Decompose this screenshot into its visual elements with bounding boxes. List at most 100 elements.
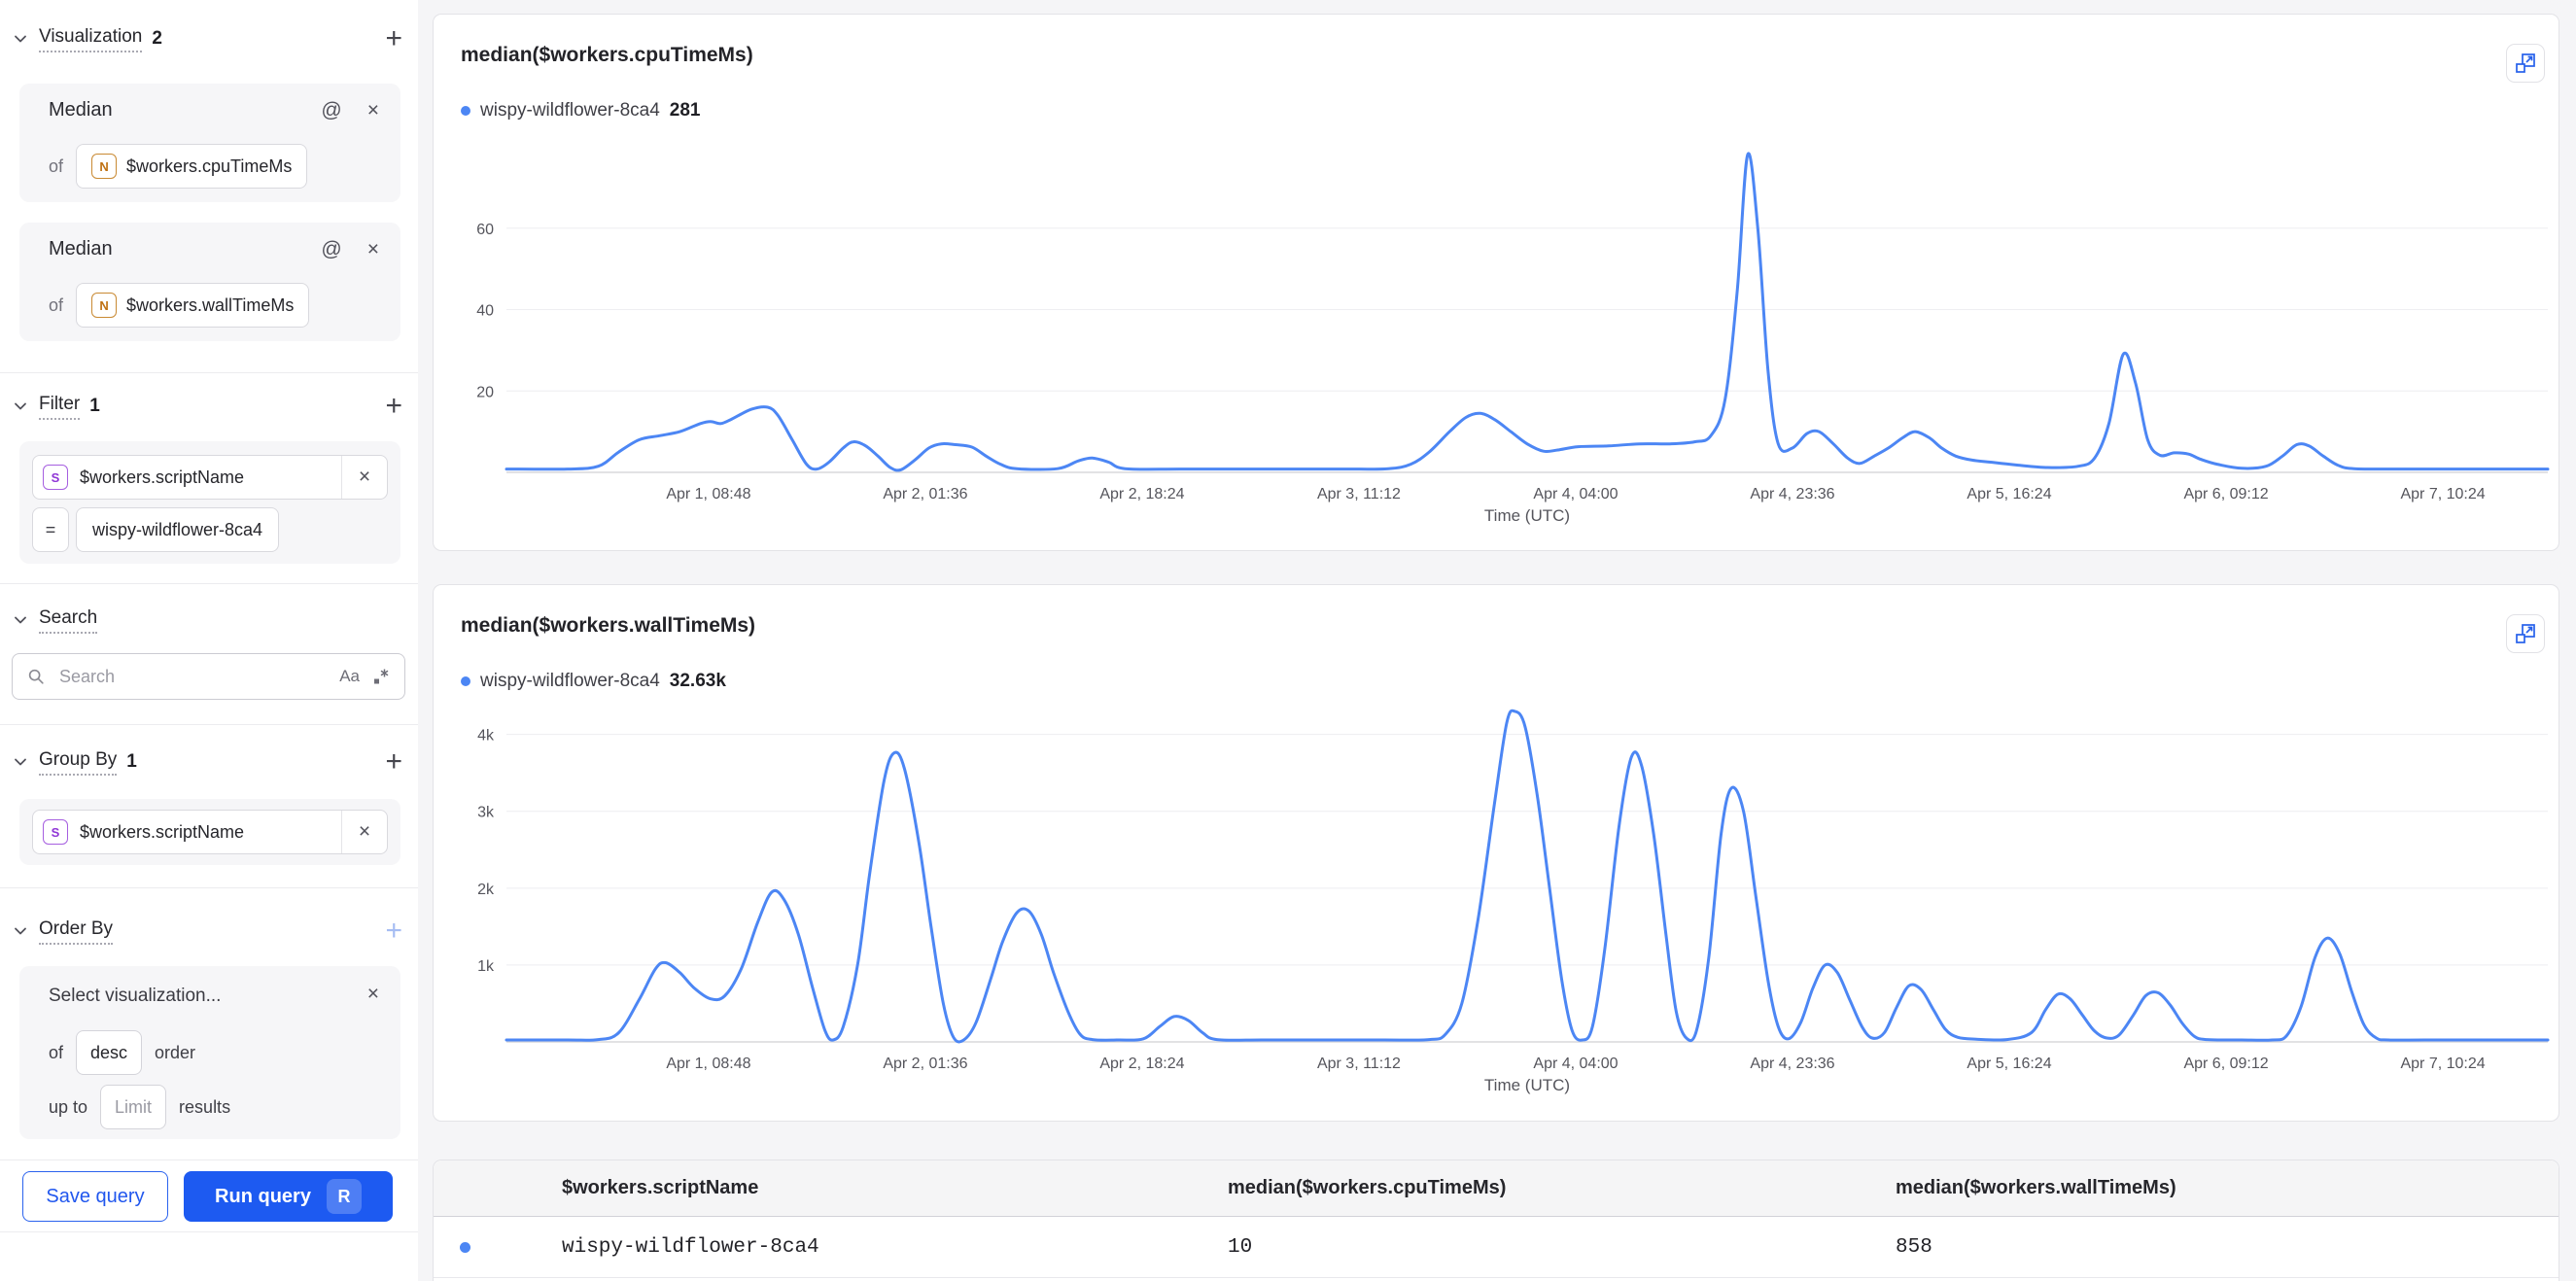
order-by-title: Order By <box>39 918 114 945</box>
wall-time-line-chart: 1k 2k 3k 4k Apr 1, 08:48 Apr 2, 01:36 Apr 2, 1… <box>434 702 2559 1120</box>
close-icon[interactable]: × <box>341 811 387 853</box>
svg-text:Apr 4, 04:00: Apr 4, 04:00 <box>1533 486 1618 502</box>
svg-text:Apr 5, 16:24: Apr 5, 16:24 <box>1967 1056 2051 1072</box>
series-dot <box>461 106 470 116</box>
run-query-button[interactable]: Run query R <box>184 1171 393 1222</box>
field-name: $workers.wallTimeMs <box>126 294 295 315</box>
svg-text:Apr 5, 16:24: Apr 5, 16:24 <box>1967 486 2051 502</box>
chevron-down-icon <box>12 30 29 48</box>
search-section-header[interactable]: Search <box>12 605 402 636</box>
query-builder-sidebar: Visualization 2 + Median @ × of N $worke… <box>0 0 419 1281</box>
at-icon[interactable]: @ <box>321 99 342 121</box>
filter-field-input[interactable]: S $workers.scriptName × <box>32 455 388 500</box>
svg-text:Apr 3, 11:12: Apr 3, 11:12 <box>1317 1056 1401 1072</box>
filter-section-header[interactable]: Filter 1 + <box>12 391 402 422</box>
order-by-section-header[interactable]: Order By + <box>12 916 402 947</box>
group-by-field-name: $workers.scriptName <box>80 821 245 842</box>
chart-legend[interactable]: wispy-wildflower-8ca4 32.63k <box>461 671 726 692</box>
order-by-visualization-select[interactable]: Select visualization... <box>49 986 222 1006</box>
filter-value[interactable]: wispy-wildflower-8ca4 <box>76 507 280 552</box>
expand-chart-button[interactable] <box>2506 44 2545 83</box>
search-input[interactable] <box>57 665 329 688</box>
chart-legend[interactable]: wispy-wildflower-8ca4 281 <box>461 100 700 121</box>
close-icon[interactable]: × <box>366 238 379 260</box>
run-shortcut-badge: R <box>326 1179 362 1214</box>
filter-operator[interactable]: = <box>32 507 69 552</box>
group-by-section-header[interactable]: Group By 1 + <box>12 746 402 778</box>
close-icon[interactable]: × <box>366 983 379 1005</box>
add-visualization-button[interactable]: + <box>385 22 402 54</box>
svg-text:Apr 3, 11:12: Apr 3, 11:12 <box>1317 486 1401 502</box>
number-type-icon: N <box>91 154 118 179</box>
divider <box>0 583 418 584</box>
regex-toggle-icon[interactable] <box>371 667 391 686</box>
svg-text:Apr 1, 08:48: Apr 1, 08:48 <box>666 1056 750 1072</box>
number-type-icon: N <box>91 293 118 318</box>
table-header-row: $workers.scriptName median($workers.cpuT… <box>434 1160 2559 1217</box>
chart-title: median($workers.wallTimeMs) <box>461 614 756 637</box>
table-cell: wispy-wildflower-8ca4 <box>562 1235 819 1259</box>
svg-text:60: 60 <box>476 222 494 238</box>
table-cell: 10 <box>1228 1235 1253 1259</box>
field-chip[interactable]: N $workers.wallTimeMs <box>76 283 310 328</box>
chevron-down-icon <box>12 398 29 415</box>
field-chip[interactable]: N $workers.cpuTimeMs <box>76 144 308 189</box>
search-box: Aa <box>12 653 405 700</box>
results-table-panel: $workers.scriptName median($workers.cpuT… <box>433 1160 2559 1281</box>
column-header[interactable]: median($workers.cpuTimeMs) <box>1228 1177 1507 1198</box>
svg-text:Apr 4, 23:36: Apr 4, 23:36 <box>1750 1056 1834 1072</box>
close-icon[interactable]: × <box>341 456 387 499</box>
visualization-fn-label: Median <box>49 99 113 121</box>
expand-chart-button[interactable] <box>2506 614 2545 653</box>
column-header[interactable]: median($workers.wallTimeMs) <box>1896 1177 2176 1198</box>
expand-icon <box>2516 624 2535 643</box>
filter-count: 1 <box>89 396 100 416</box>
string-type-icon: S <box>43 465 68 490</box>
visualization-card: Median @ × of N $workers.wallTimeMs <box>19 223 400 341</box>
divider <box>0 887 418 888</box>
table-cell: 858 <box>1896 1235 1932 1259</box>
add-order-by-button[interactable]: + <box>385 915 402 947</box>
svg-text:2k: 2k <box>477 882 495 898</box>
visualization-section-header[interactable]: Visualization 2 + <box>12 23 402 54</box>
svg-text:Apr 4, 04:00: Apr 4, 04:00 <box>1533 1056 1618 1072</box>
match-case-toggle[interactable]: Aa <box>339 667 360 685</box>
chevron-down-icon <box>12 753 29 771</box>
svg-text:Apr 2, 01:36: Apr 2, 01:36 <box>883 486 967 502</box>
add-group-by-button[interactable]: + <box>385 745 402 778</box>
search-icon <box>26 667 46 686</box>
of-label: of <box>49 1042 64 1062</box>
visualization-count: 2 <box>152 28 162 49</box>
series-dot <box>460 1242 470 1253</box>
chevron-down-icon <box>12 611 29 629</box>
chevron-down-icon <box>12 922 29 940</box>
limit-input[interactable]: Limit <box>100 1085 167 1129</box>
table-row[interactable]: wispy-wildflower-8ca4 10 858 <box>434 1217 2559 1278</box>
add-filter-button[interactable]: + <box>385 390 402 422</box>
expand-icon <box>2516 53 2535 73</box>
order-direction-select[interactable]: desc <box>76 1030 143 1075</box>
at-icon[interactable]: @ <box>321 238 342 260</box>
svg-text:Apr 6, 09:12: Apr 6, 09:12 <box>2183 486 2268 502</box>
visualization-card: Median @ × of N $workers.cpuTimeMs <box>19 84 400 202</box>
field-name: $workers.cpuTimeMs <box>126 156 293 176</box>
column-header[interactable]: $workers.scriptName <box>562 1177 759 1198</box>
svg-text:Apr 4, 23:36: Apr 4, 23:36 <box>1750 486 1834 502</box>
run-query-label: Run query <box>215 1185 311 1207</box>
filter-card: S $workers.scriptName × = wispy-wildflow… <box>19 441 400 564</box>
svg-text:40: 40 <box>476 303 494 320</box>
up-to-label: up to <box>49 1096 88 1117</box>
svg-text:3k: 3k <box>477 805 495 821</box>
close-icon[interactable]: × <box>366 99 379 121</box>
svg-text:20: 20 <box>476 384 494 400</box>
filter-title: Filter <box>39 394 81 420</box>
results-area: median($workers.cpuTimeMs) wispy-wildflo… <box>418 0 2576 1281</box>
save-query-button[interactable]: Save query <box>22 1171 168 1222</box>
cpu-time-chart-panel: median($workers.cpuTimeMs) wispy-wildflo… <box>433 14 2559 551</box>
filter-field-name: $workers.scriptName <box>80 467 245 487</box>
group-by-field-input[interactable]: S $workers.scriptName × <box>32 810 388 854</box>
order-label: order <box>155 1042 196 1062</box>
of-label: of <box>49 156 64 176</box>
svg-text:Time (UTC): Time (UTC) <box>1484 1076 1570 1094</box>
group-by-title: Group By <box>39 749 118 776</box>
